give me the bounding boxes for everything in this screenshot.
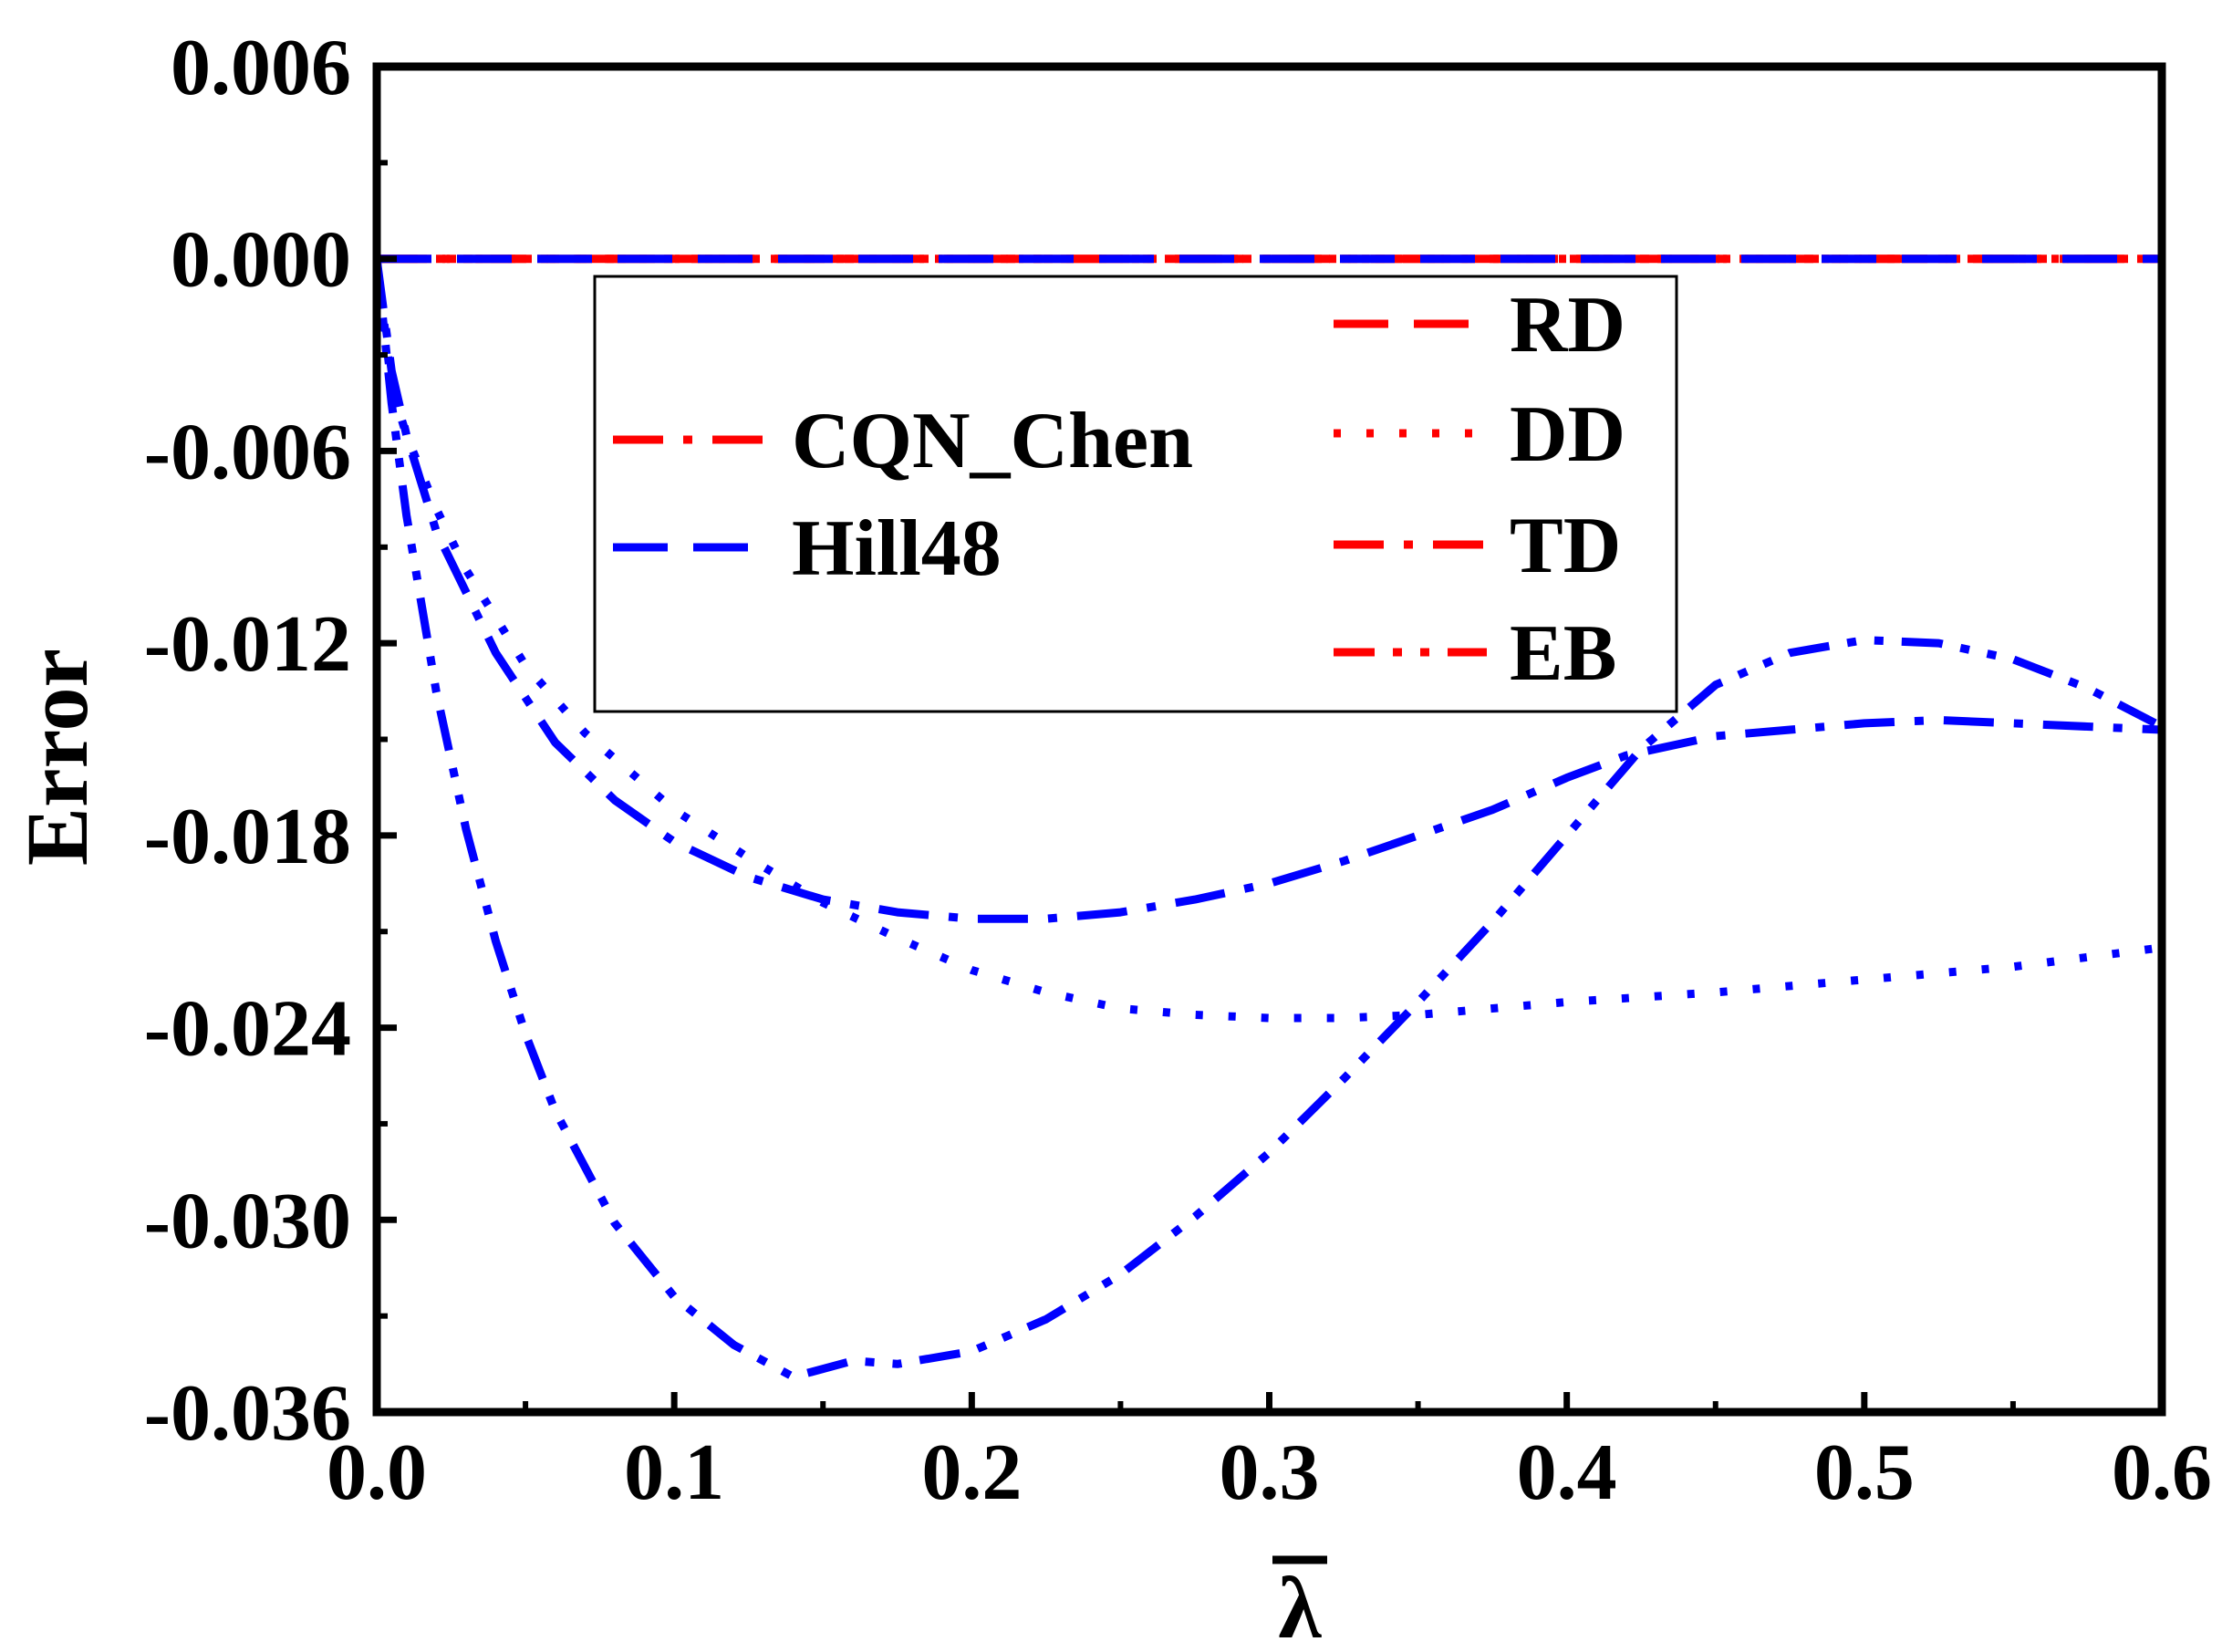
y-axis-label: Error (8, 649, 106, 866)
y-tick-label: -0.036 (144, 1369, 351, 1458)
y-tick-label: 0.006 (171, 24, 351, 112)
y-tick-label: 0.000 (171, 216, 351, 305)
x-tick-label: 0.5 (1814, 1429, 1915, 1517)
y-tick-label: -0.024 (144, 985, 351, 1074)
series-line-hill48-td (372, 258, 2163, 923)
x-tick-label: 0.4 (1517, 1429, 1617, 1517)
legend-label-td: TD (1510, 502, 1621, 590)
x-axis-label: λ (1278, 1559, 1322, 1652)
y-tick-label: -0.012 (144, 600, 351, 689)
legend-label-hill48: Hill48 (792, 504, 1002, 593)
y-tick-label: -0.030 (144, 1177, 351, 1265)
legend-label-eb: EB (1510, 609, 1616, 698)
x-tick-label: 0.3 (1220, 1429, 1320, 1517)
y-tick-label: -0.018 (144, 793, 351, 881)
x-tick-label: 0.2 (921, 1429, 1022, 1517)
x-tick-label: 0.0 (327, 1429, 427, 1517)
ticks: 0.0 0.1 0.2 0.3 0.4 0.5 0.6 0.006 0.000 -0.006 -0.… (144, 24, 2212, 1517)
series-line-hill48-dd (372, 258, 2163, 1023)
x-tick-label: 0.6 (2112, 1429, 2212, 1517)
legend-label-dd: DD (1510, 390, 1625, 479)
legend: CQN_Chen Hill48 RD DD TD EB (593, 275, 1678, 713)
x-tick-label: 0.1 (624, 1429, 724, 1517)
series-layer (372, 255, 2165, 1381)
series-line-hill48-eb (372, 258, 2165, 1381)
y-tick-label: -0.006 (144, 408, 351, 496)
legend-label-cqn-chen: CQN_Chen (792, 397, 1193, 485)
plot-frame (372, 62, 2166, 1417)
axes (372, 62, 2166, 1417)
legend-box (593, 275, 1678, 713)
legend-items: CQN_Chen Hill48 RD DD TD EB (613, 281, 1625, 698)
legend-label-rd: RD (1510, 281, 1625, 369)
